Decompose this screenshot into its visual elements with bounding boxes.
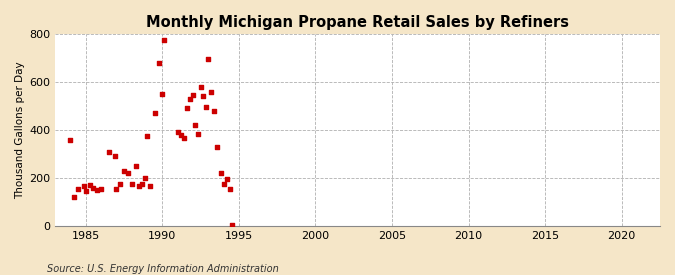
Point [122, 171, 133, 175]
Point [134, 184, 144, 188]
Point [190, 123, 200, 127]
Point [172, 130, 183, 134]
Point [200, 105, 211, 109]
Point [144, 184, 155, 188]
Point [79, 184, 90, 188]
Point [178, 136, 189, 141]
Point [140, 176, 151, 180]
Point [203, 57, 214, 61]
Point [69, 195, 80, 199]
Point [142, 134, 153, 138]
Point [224, 186, 235, 191]
Point [84, 183, 95, 187]
Point [73, 186, 84, 191]
Point [188, 93, 198, 97]
Point [109, 154, 120, 158]
Point [182, 106, 192, 111]
Point [115, 182, 126, 186]
Point [184, 97, 195, 101]
Point [65, 137, 76, 142]
Point [221, 177, 232, 181]
Point [198, 94, 209, 98]
Point [157, 92, 168, 96]
Point [215, 171, 226, 175]
Title: Monthly Michigan Propane Retail Sales by Refiners: Monthly Michigan Propane Retail Sales by… [146, 15, 569, 30]
Point [96, 186, 107, 191]
Point [158, 38, 169, 42]
Point [176, 133, 186, 137]
Point [111, 186, 122, 191]
Point [227, 222, 238, 227]
Point [195, 84, 206, 89]
Point [154, 60, 165, 65]
Point [92, 188, 103, 192]
Point [119, 169, 130, 173]
Point [137, 182, 148, 186]
Point [103, 149, 114, 154]
Point [209, 109, 220, 113]
Point [130, 164, 141, 168]
Point [126, 182, 137, 186]
Text: Source: U.S. Energy Information Administration: Source: U.S. Energy Information Administ… [47, 264, 279, 274]
Point [212, 144, 223, 149]
Y-axis label: Thousand Gallons per Day: Thousand Gallons per Day [15, 61, 25, 199]
Point [80, 189, 91, 193]
Point [149, 111, 160, 115]
Point [88, 185, 99, 190]
Point [206, 89, 217, 94]
Point [192, 131, 203, 136]
Point [218, 182, 229, 186]
